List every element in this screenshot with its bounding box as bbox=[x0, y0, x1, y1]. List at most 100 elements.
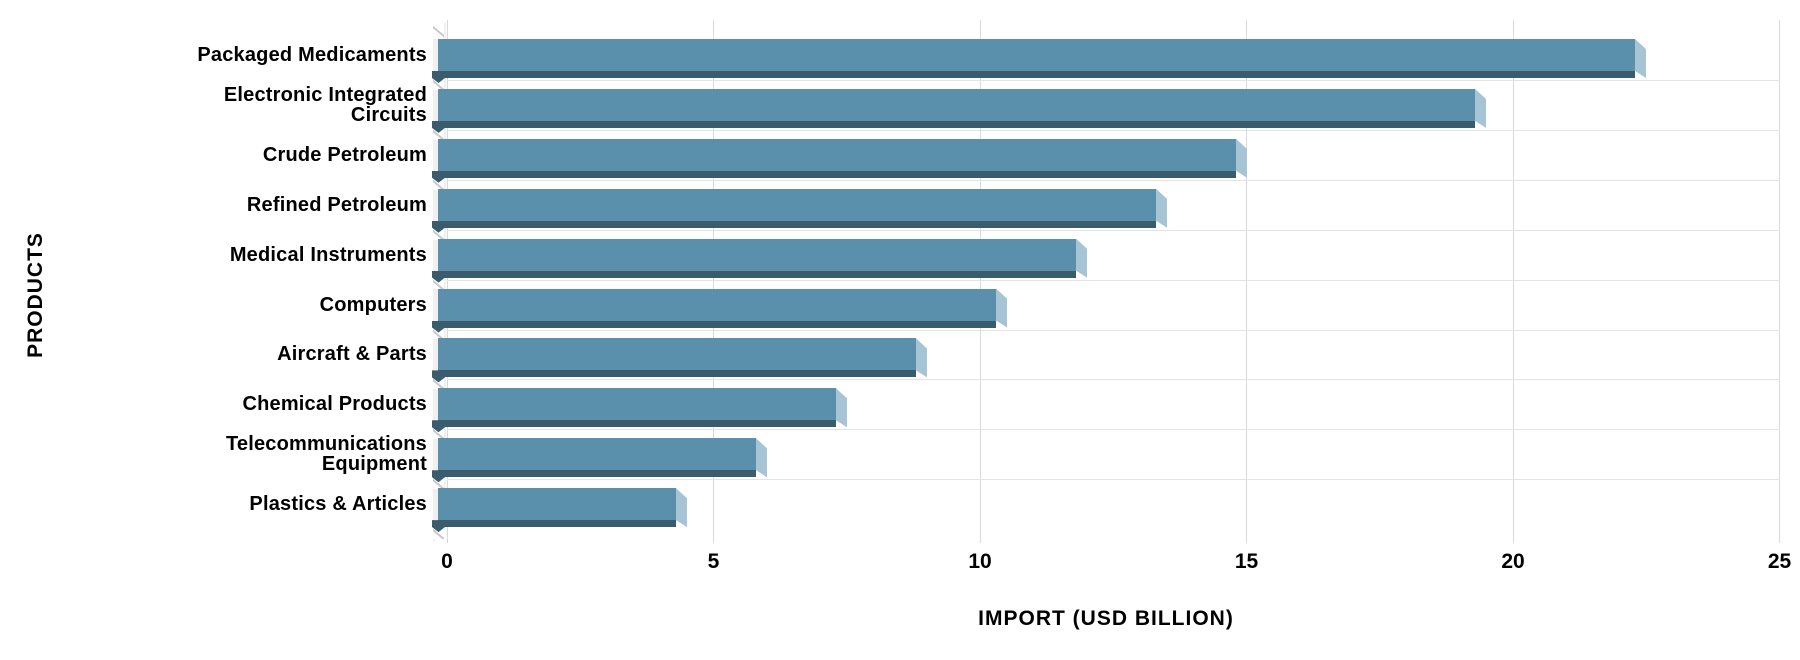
bar-face bbox=[438, 39, 1635, 71]
row-separator bbox=[447, 129, 1780, 131]
bar-left-wedge bbox=[432, 420, 445, 433]
category-label-line: Aircraft & Parts bbox=[277, 343, 427, 366]
row-separator bbox=[447, 429, 1780, 431]
bar-left-wedge bbox=[432, 370, 445, 383]
bar bbox=[438, 488, 687, 528]
bar-left-wedge bbox=[432, 520, 445, 533]
y-axis-title: PRODUCTS bbox=[24, 232, 47, 358]
category-label-line: Packaged Medicaments bbox=[197, 44, 427, 66]
category-label-line: Computers bbox=[319, 293, 427, 316]
bar-face bbox=[438, 388, 836, 421]
bar-end-bevel bbox=[1076, 238, 1087, 278]
bar-face bbox=[438, 438, 756, 471]
bar-face bbox=[438, 188, 1156, 221]
bar bbox=[438, 188, 1167, 228]
x-gridline bbox=[979, 20, 981, 543]
category-label-line: Crude Petroleum bbox=[262, 143, 427, 166]
x-gridline bbox=[1512, 20, 1514, 543]
bar-bottom-shadow bbox=[438, 71, 1635, 78]
category-label: Electronic Integrated Circuits bbox=[0, 85, 427, 125]
row-separator bbox=[447, 379, 1780, 381]
bar-end-bevel bbox=[836, 388, 847, 428]
category-label: Telecommunications Equipment bbox=[0, 434, 427, 474]
bar-left-wedge bbox=[432, 220, 445, 233]
x-gridline bbox=[446, 20, 448, 543]
x-tick-label: 5 bbox=[707, 550, 720, 573]
bar-face bbox=[438, 488, 676, 521]
bar-face bbox=[438, 88, 1475, 121]
bar bbox=[438, 39, 1646, 78]
row-separator bbox=[447, 329, 1780, 331]
bar-face bbox=[438, 338, 916, 371]
wall-notch bbox=[433, 227, 444, 240]
wall-notch bbox=[433, 177, 444, 190]
bar-end-bevel bbox=[1475, 88, 1486, 128]
category-label: Medical Instruments bbox=[0, 245, 427, 265]
bar-left-wedge bbox=[432, 470, 445, 483]
category-label: Chemical Products bbox=[0, 394, 427, 414]
bar-bottom-shadow bbox=[438, 170, 1236, 178]
bar-left-wedge bbox=[432, 270, 445, 283]
bar-face bbox=[438, 138, 1236, 171]
category-label: Aircraft & Parts bbox=[0, 344, 427, 364]
bar-bottom-shadow bbox=[438, 520, 676, 528]
bar-end-bevel bbox=[1236, 138, 1247, 178]
bar-end-bevel bbox=[996, 288, 1007, 328]
bar-end-bevel bbox=[676, 488, 687, 528]
row-separator bbox=[447, 179, 1780, 181]
x-axis-title: IMPORT (USD BILLION) bbox=[978, 607, 1234, 630]
bar-bottom-shadow bbox=[438, 270, 1076, 278]
x-tick-label: 10 bbox=[968, 550, 992, 573]
wall-notch bbox=[433, 377, 444, 390]
bar bbox=[438, 138, 1247, 178]
x-gridline bbox=[713, 20, 714, 543]
bar-left-wedge bbox=[432, 170, 445, 183]
wall-notch bbox=[433, 127, 444, 140]
bar-end-bevel bbox=[1156, 188, 1167, 228]
row-separator bbox=[447, 229, 1780, 231]
bar bbox=[438, 438, 767, 478]
bar bbox=[438, 338, 927, 378]
x-tick-label: 25 bbox=[1767, 550, 1792, 573]
category-label-line: Plastics & Articles bbox=[249, 493, 427, 516]
bar-bottom-shadow bbox=[438, 220, 1156, 228]
category-label: Refined Petroleum bbox=[0, 195, 427, 215]
bar-end-bevel bbox=[1635, 39, 1646, 78]
bar bbox=[438, 238, 1087, 278]
bar-bottom-shadow bbox=[438, 470, 756, 478]
wall-notch bbox=[433, 327, 444, 340]
bar-face bbox=[438, 288, 996, 321]
wall-notch bbox=[433, 427, 444, 440]
x-gridline bbox=[1246, 20, 1247, 543]
x-gridline bbox=[1779, 20, 1780, 543]
bar-end-bevel bbox=[916, 338, 927, 378]
bar-face bbox=[438, 238, 1076, 271]
x-tick-label: 0 bbox=[441, 550, 453, 573]
category-label-line: Telecommunications bbox=[225, 433, 427, 456]
category-label-line: Refined Petroleum bbox=[246, 193, 427, 216]
bar bbox=[438, 388, 847, 428]
bar-bottom-shadow bbox=[438, 420, 836, 428]
wall-notch bbox=[433, 477, 444, 490]
bar bbox=[438, 88, 1486, 128]
category-label-line: Equipment bbox=[321, 453, 427, 476]
category-label-line: Medical Instruments bbox=[229, 243, 427, 266]
bar-bottom-shadow bbox=[438, 370, 916, 378]
x-tick-label: 15 bbox=[1234, 550, 1259, 573]
bar-bottom-shadow bbox=[438, 320, 996, 328]
bar-bottom-shadow bbox=[438, 120, 1475, 128]
category-label: Packaged Medicaments bbox=[0, 45, 427, 65]
bar-left-wedge bbox=[432, 120, 445, 133]
wall-notch bbox=[433, 277, 444, 290]
bar-left-wedge bbox=[432, 71, 445, 83]
row-separator bbox=[447, 80, 1780, 81]
category-label: Crude Petroleum bbox=[0, 145, 427, 165]
row-separator bbox=[447, 479, 1780, 481]
wall-notch bbox=[433, 78, 444, 90]
bar-left-wedge bbox=[432, 320, 445, 333]
category-label: Plastics & Articles bbox=[0, 494, 427, 514]
category-label-line: Electronic Integrated bbox=[223, 83, 427, 106]
wall-notch bbox=[433, 527, 444, 539]
